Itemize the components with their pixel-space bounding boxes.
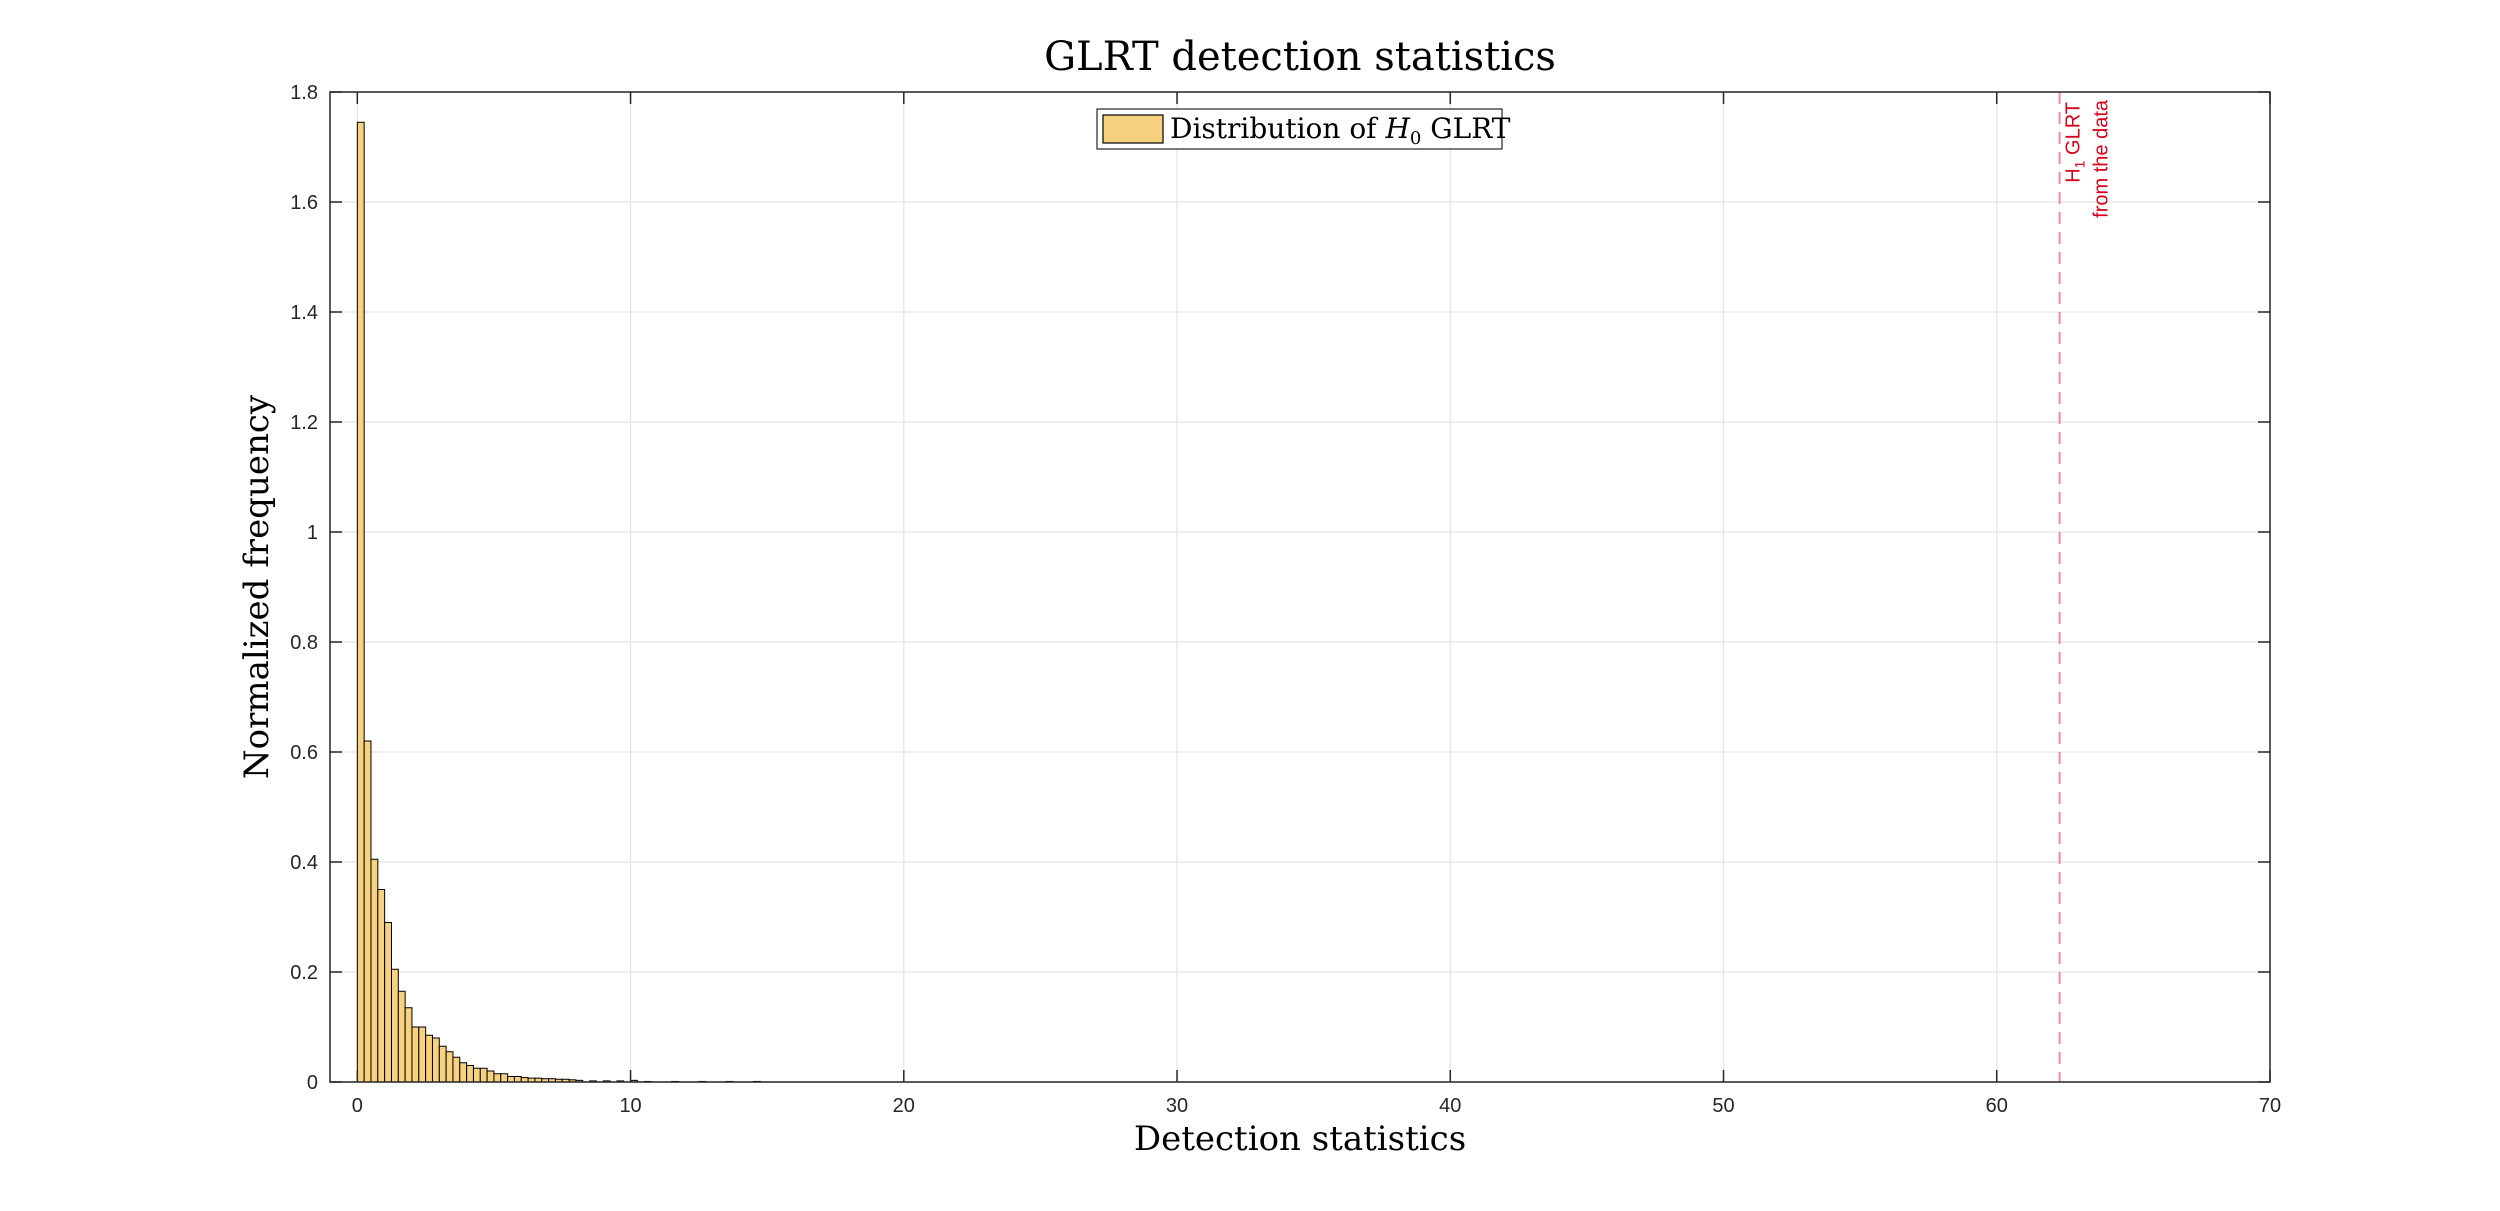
histogram-bar (431, 1037, 440, 1083)
histogram-bar (370, 858, 379, 1083)
x-tick-label: 10 (619, 1095, 641, 1117)
histogram-bar (411, 1026, 420, 1083)
h1-annotation-line2: from the data (2091, 99, 2113, 218)
h1-annotation-line1: H1 GLRT (2063, 102, 2088, 183)
h1-annotation-symbol: H (2063, 168, 2085, 182)
legend-swatch (1102, 114, 1164, 144)
y-tick-label: 1 (307, 522, 318, 544)
histogram-bar (513, 1076, 522, 1083)
histogram-bar (356, 121, 365, 1083)
histogram-bar (472, 1067, 481, 1083)
axes-box (329, 91, 2271, 1083)
x-tick-label: 40 (1439, 1095, 1461, 1117)
y-tick-label: 1.8 (290, 82, 318, 104)
legend-label-subscript: 0 (1410, 128, 1421, 149)
histogram-bar (404, 1007, 413, 1083)
h1-annotation-subscript: 1 (2072, 160, 2088, 168)
h1-annotation: H1 GLRT from the data (2063, 99, 2113, 218)
legend: Distribution of H0 GLRT (1096, 108, 1511, 150)
y-tick-label: 0.6 (290, 742, 318, 764)
histogram-bar (445, 1051, 454, 1083)
histogram-bar (466, 1065, 474, 1083)
histogram-bar (377, 889, 386, 1083)
x-axis-label: Detection statistics (1134, 1119, 1466, 1159)
h1-annotation-suffix: GLRT (2063, 102, 2085, 161)
histogram-bar (507, 1076, 515, 1083)
histogram-bar (452, 1056, 461, 1083)
y-tick-label: 0.4 (290, 852, 318, 874)
histogram-bar (384, 922, 392, 1083)
x-tick-label: 20 (893, 1095, 915, 1117)
y-tick-label: 1.6 (290, 192, 318, 214)
x-tick-label: 50 (1712, 1095, 1734, 1117)
chart-title: GLRT detection statistics (1044, 34, 1556, 80)
legend-label-prefix: Distribution of (1170, 112, 1385, 145)
histogram-bar (418, 1026, 427, 1083)
histogram-bar (479, 1067, 488, 1083)
histogram-bar (363, 740, 372, 1083)
x-tick-label: 60 (1986, 1095, 2008, 1117)
histogram-bar (459, 1062, 468, 1083)
histogram-bar (390, 968, 399, 1083)
plot-area (329, 91, 2271, 1083)
y-tick-label: 0.2 (290, 962, 318, 984)
histogram-bar (397, 990, 406, 1083)
legend-label-suffix: GLRT (1421, 112, 1510, 145)
y-tick-labels: 0 0.2 0.4 0.6 0.8 1 1.2 1.4 1.6 1.8 (290, 82, 318, 1094)
histogram-bar (500, 1073, 509, 1083)
legend-label-symbol: H (1384, 112, 1410, 145)
histogram-bars (356, 121, 761, 1083)
y-tick-label: 1.2 (290, 412, 318, 434)
x-tick-label: 30 (1166, 1095, 1188, 1117)
x-tick-label: 70 (2259, 1095, 2281, 1117)
axes-background (330, 92, 2270, 1082)
y-tick-label: 0.8 (290, 632, 318, 654)
x-tick-labels: 0 10 20 30 40 50 60 70 (352, 1095, 2281, 1117)
y-axis-label: Normalized frequency (237, 394, 277, 779)
histogram-bar (438, 1045, 447, 1083)
histogram-bar (486, 1070, 495, 1083)
y-tick-label: 1.4 (290, 302, 318, 324)
x-tick-label: 0 (352, 1095, 363, 1117)
histogram-bar (425, 1034, 433, 1083)
legend-box (1096, 108, 1503, 150)
legend-label: Distribution of H0 GLRT (1170, 112, 1511, 149)
y-tick-label: 0 (307, 1072, 318, 1094)
histogram-bar (493, 1073, 502, 1083)
